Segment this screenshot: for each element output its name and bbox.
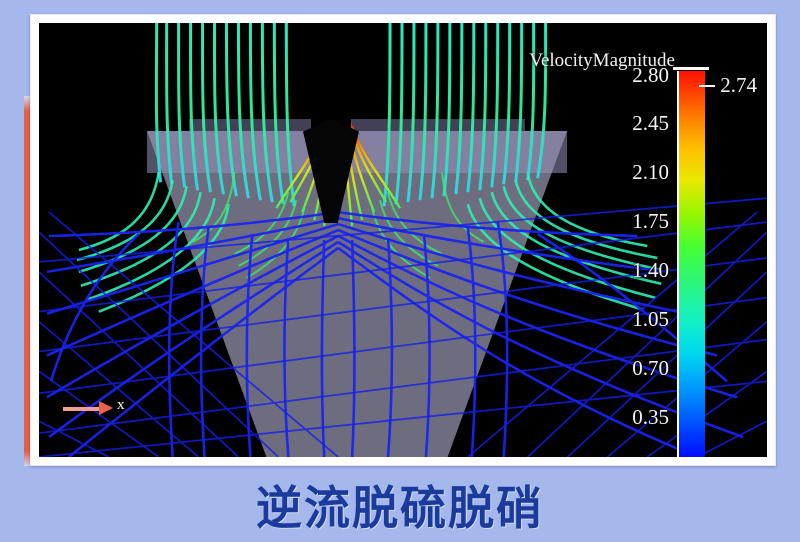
axis-x-label: x <box>117 397 125 413</box>
window-edge-strip <box>24 96 30 466</box>
figure-caption: 逆流脱硫脱硝 <box>256 482 544 534</box>
axis-arrow-head-icon <box>99 401 113 415</box>
colorbar-tick-3: 1.75 <box>632 209 669 233</box>
streamline-field <box>39 23 767 457</box>
inlet-streamline-group <box>154 23 548 207</box>
colorbar-tick-4: 1.40 <box>632 258 669 282</box>
colorbar-min-label: 0.00 <box>724 455 761 457</box>
colorbar-tick-0: 2.80 <box>632 63 669 87</box>
colorbar-tick-6: 0.70 <box>632 356 669 380</box>
colorbar-tick-labels: 2.80 2.45 2.10 1.75 1.40 1.05 0.70 0.35 … <box>599 63 669 457</box>
axis-indicator: x <box>63 397 135 421</box>
colorbar-tick-8: 0.00 <box>599 454 669 457</box>
cfd-viewport[interactable]: VelocityMagnitude 2.80 2.45 2.10 1.75 1.… <box>39 23 767 457</box>
colorbar-tick-7: 0.35 <box>632 405 669 429</box>
colorbar-tick-2: 2.10 <box>632 160 669 184</box>
colorbar-max-tick <box>699 85 715 87</box>
colorbar[interactable] <box>673 67 715 457</box>
blue-mesh-lines <box>39 197 767 457</box>
colorbar-gradient <box>677 71 705 457</box>
colorbar-title: VelocityMagnitude <box>529 50 675 71</box>
render-window-inner: VelocityMagnitude 2.80 2.45 2.10 1.75 1.… <box>39 23 767 457</box>
colorbar-tick-1: 2.45 <box>632 111 669 135</box>
colorbar-tick-5: 1.05 <box>632 307 669 331</box>
colorbar-top-cap <box>673 67 709 70</box>
colorbar-max-label: 2.74 <box>720 73 757 97</box>
render-window-frame: VelocityMagnitude 2.80 2.45 2.10 1.75 1.… <box>30 14 776 466</box>
vessel-top-band <box>189 119 525 137</box>
axis-arrow-shaft <box>63 407 103 411</box>
